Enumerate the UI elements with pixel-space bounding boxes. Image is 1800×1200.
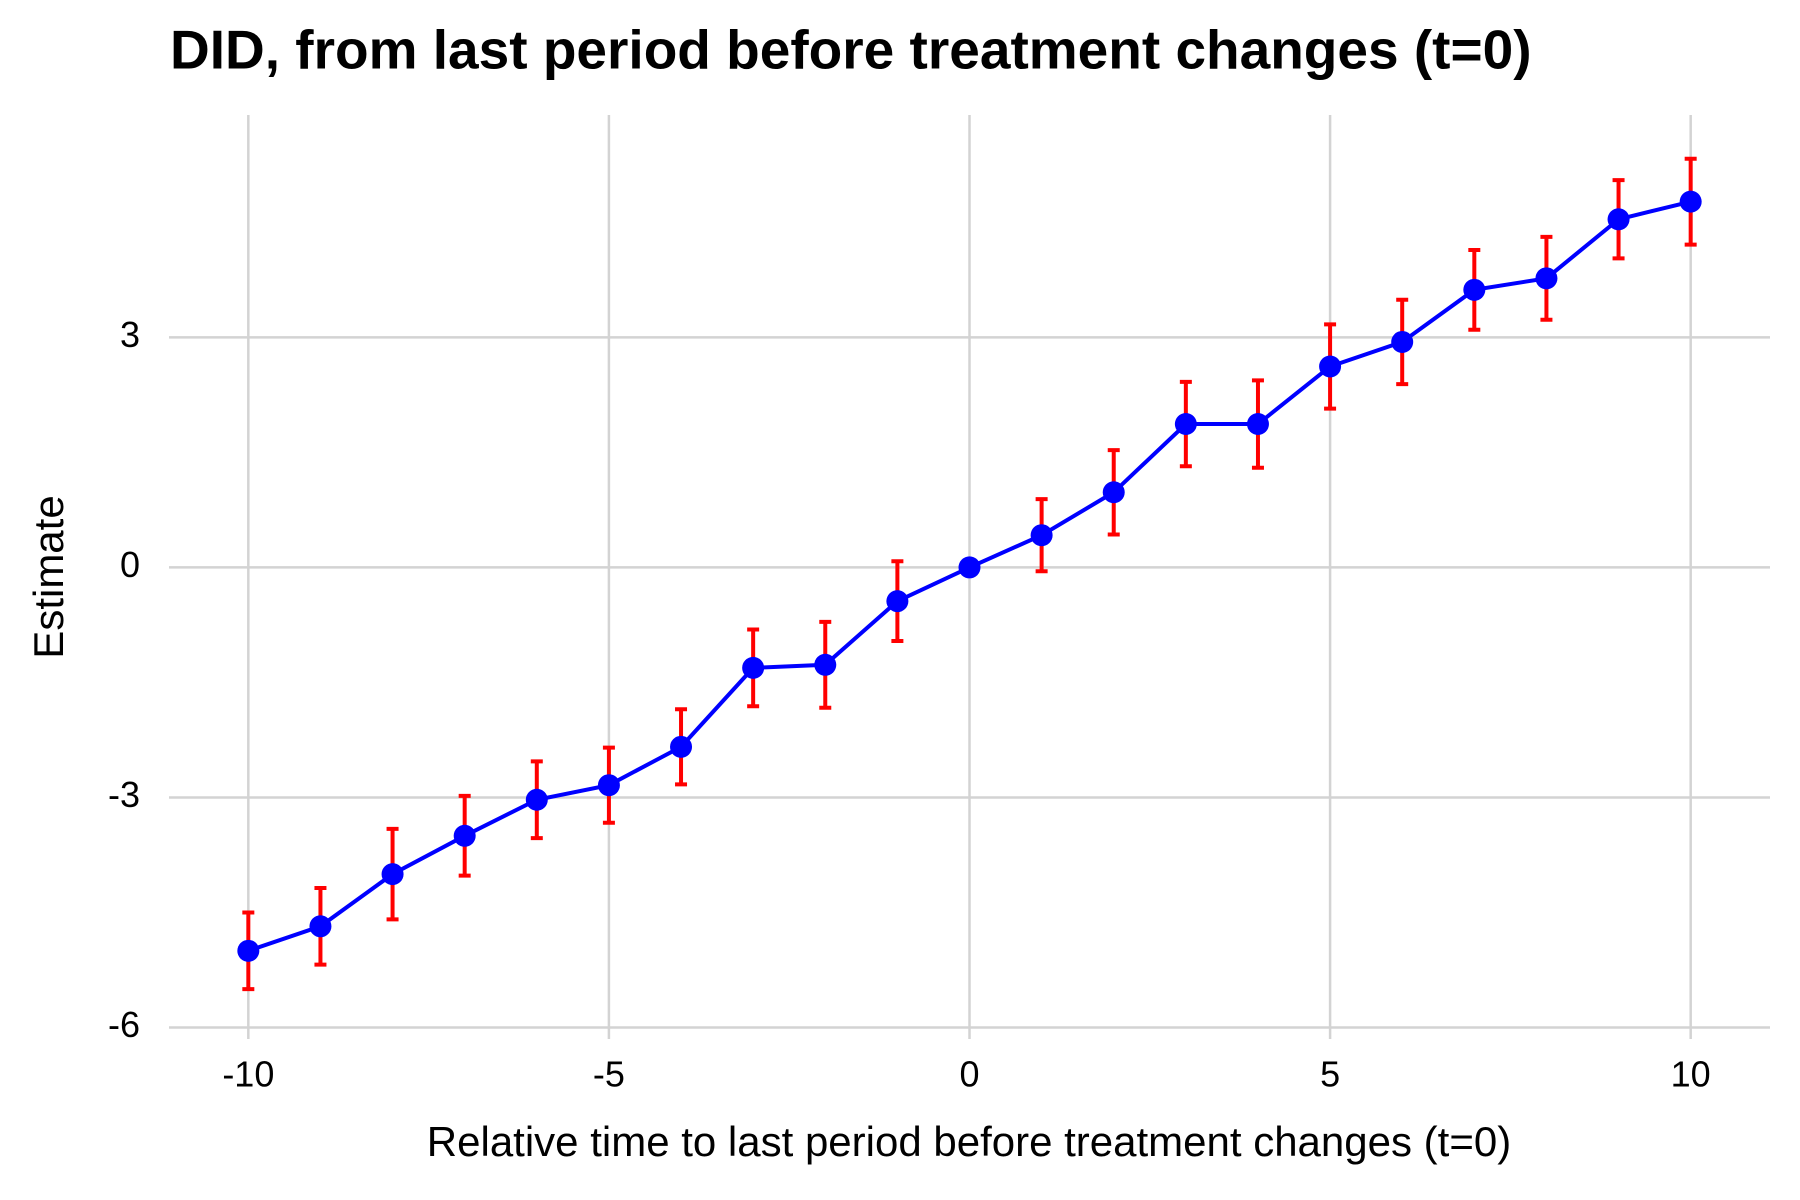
- data-point: [1535, 267, 1558, 290]
- data-point: [1030, 524, 1053, 547]
- data-point: [1319, 355, 1342, 378]
- data-point: [597, 774, 620, 797]
- data-point: [670, 735, 693, 758]
- x-tick-label: 10: [1671, 1054, 1711, 1095]
- y-tick-label: 0: [120, 544, 140, 585]
- data-point: [1463, 278, 1486, 301]
- y-tick-label: -3: [108, 774, 140, 815]
- y-tick-label: 3: [120, 314, 140, 355]
- x-tick-label: -10: [222, 1054, 274, 1095]
- data-point: [237, 939, 260, 962]
- x-axis-title: Relative time to last period before trea…: [427, 1118, 1511, 1165]
- y-tick-label: -6: [108, 1004, 140, 1045]
- data-point: [525, 788, 548, 811]
- data-point: [309, 915, 332, 938]
- data-point: [958, 556, 981, 579]
- data-point: [1679, 190, 1702, 213]
- chart-title: DID, from last period before treatment c…: [170, 19, 1532, 81]
- data-point: [453, 824, 476, 847]
- x-tick-label: 5: [1320, 1054, 1340, 1095]
- x-tick-label: 0: [959, 1054, 979, 1095]
- data-point: [1174, 413, 1197, 436]
- data-point: [1246, 413, 1269, 436]
- data-point: [1102, 481, 1125, 504]
- x-tick-label: -5: [593, 1054, 625, 1095]
- data-point: [742, 656, 765, 679]
- data-point: [886, 590, 909, 613]
- data-point: [1607, 208, 1630, 231]
- data-point: [381, 863, 404, 886]
- data-point: [814, 653, 837, 676]
- data-point: [1391, 330, 1414, 353]
- y-axis-title: Estimate: [25, 495, 72, 658]
